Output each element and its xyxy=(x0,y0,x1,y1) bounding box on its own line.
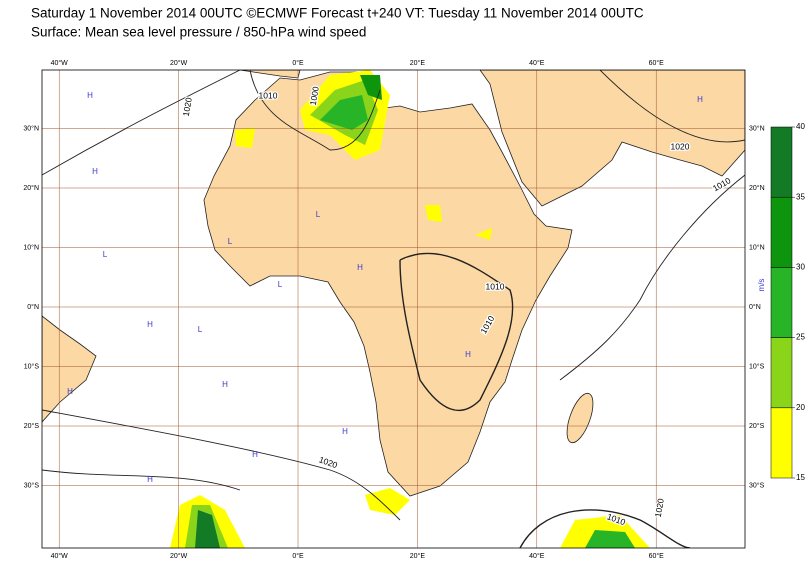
land xyxy=(42,70,745,497)
lat-label: 30°S xyxy=(749,481,765,489)
colorbar-label: 20 xyxy=(796,403,805,412)
lat-label: 20°S xyxy=(749,422,765,430)
lat-label: 10°N xyxy=(749,243,765,251)
contour-label: 1020 xyxy=(653,497,666,518)
lon-label: 20°E xyxy=(410,59,426,67)
pressure-center: L xyxy=(316,210,321,219)
pressure-center: H xyxy=(92,167,98,176)
lat-label: 20°N xyxy=(749,184,765,192)
contour-label: 1010 xyxy=(259,90,278,100)
lon-label: 60°E xyxy=(649,59,665,67)
subtitle: Surface: Mean sea level pressure / 850-h… xyxy=(31,25,366,40)
lon-label: 0°E xyxy=(292,552,304,560)
pressure-center: L xyxy=(278,280,283,289)
pressure-center: H xyxy=(147,320,153,329)
pressure-center: L xyxy=(198,325,203,334)
lat-label: 30°N xyxy=(749,124,765,132)
colorbar-label: 30 xyxy=(796,263,805,272)
pressure-center: H xyxy=(147,475,153,484)
colorbar-label: 15 xyxy=(796,473,805,482)
lon-label: 60°E xyxy=(649,552,665,560)
lon-label: 40°E xyxy=(529,59,545,67)
lon-label: 20°W xyxy=(170,59,188,67)
contour-label: 1020 xyxy=(181,96,194,117)
pressure-center: H xyxy=(222,380,228,389)
pressure-center: H xyxy=(67,387,73,396)
contour-label: 1010 xyxy=(486,281,505,291)
lon-label: 0°E xyxy=(292,59,304,67)
lat-label: 20°S xyxy=(24,422,40,430)
lat-label: 30°S xyxy=(24,481,40,489)
pressure-center: L xyxy=(103,250,108,259)
contour-label: 1020 xyxy=(671,141,690,151)
title: Saturday 1 November 2014 00UTC ©ECMWF Fo… xyxy=(31,6,644,21)
colorbar-label: 40 xyxy=(796,122,805,131)
colorbar-label: 25 xyxy=(796,333,805,342)
colorbar-swatch xyxy=(770,407,793,479)
pressure-center: H xyxy=(357,263,363,272)
lon-label: 20°E xyxy=(410,552,426,560)
colorbar-swatch xyxy=(770,337,793,409)
lat-label: 0°N xyxy=(27,303,39,311)
lat-label: 20°N xyxy=(23,184,39,192)
isobars xyxy=(42,70,745,548)
colorbar-swatch xyxy=(770,126,793,198)
lon-label: 20°W xyxy=(170,552,188,560)
lat-label: 30°N xyxy=(23,124,39,132)
lon-label: 40°W xyxy=(51,59,69,67)
pressure-center: H xyxy=(87,91,93,100)
pressure-center: H xyxy=(342,427,348,436)
lat-label: 10°S xyxy=(24,362,40,370)
colorbar-label: 35 xyxy=(796,192,805,201)
colorbar-unit: m/s xyxy=(757,279,766,292)
pressure-center: H xyxy=(252,450,258,459)
lon-label: 40°W xyxy=(51,552,69,560)
pressure-center: L xyxy=(228,237,233,246)
contour-label: 1000 xyxy=(308,85,321,106)
colorbar-swatch xyxy=(770,267,793,338)
pressure-center: H xyxy=(465,350,471,359)
lat-label: 0°N xyxy=(749,303,761,311)
lon-label: 40°E xyxy=(529,552,545,560)
colorbar: 15 20 25 30 35 40 m/s xyxy=(757,122,805,482)
colorbar-swatch xyxy=(770,196,793,268)
pressure-center: H xyxy=(697,95,703,104)
lat-label: 10°S xyxy=(749,362,765,370)
map-border xyxy=(41,69,746,549)
wind-shading xyxy=(170,70,650,548)
lat-label: 10°N xyxy=(23,243,39,251)
pressure-center: L xyxy=(36,175,41,184)
graticule xyxy=(42,70,745,548)
